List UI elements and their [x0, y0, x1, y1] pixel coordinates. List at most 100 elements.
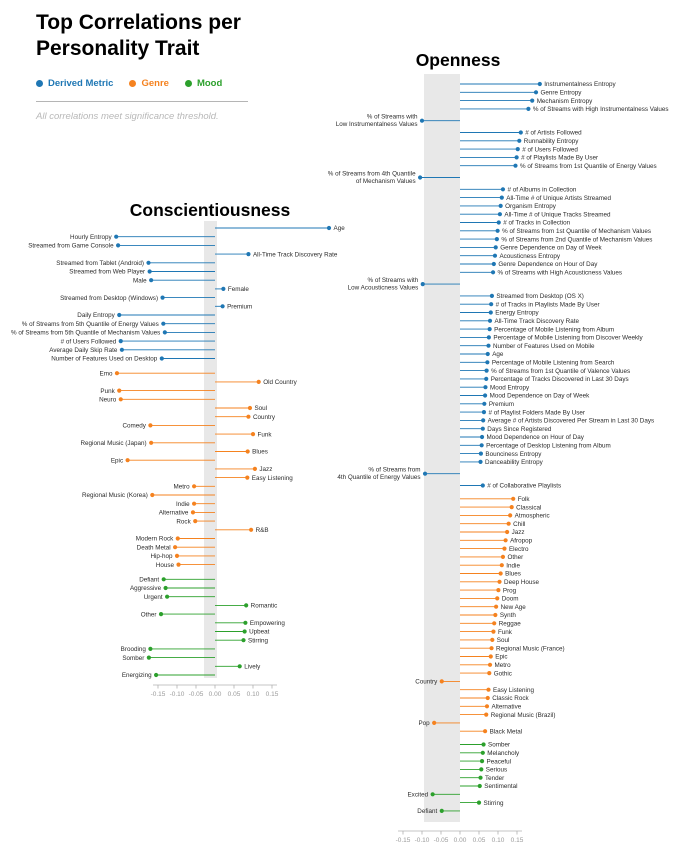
x-axis-tick-label: -0.05	[189, 691, 204, 698]
item-label: # of Playlists Made By User	[521, 155, 598, 162]
item-label: Funk	[258, 431, 273, 438]
item-label: Number of Features Used on Desktop	[51, 356, 158, 363]
data-point	[252, 466, 257, 471]
data-point	[161, 577, 166, 582]
data-point	[149, 440, 154, 445]
item-label: Electro	[509, 546, 529, 553]
data-point	[154, 672, 159, 678]
data-point	[497, 579, 502, 584]
x-axis-tick-label: -0.10	[170, 691, 185, 698]
item-label: Male	[133, 277, 147, 284]
item-label: Metro	[495, 662, 512, 669]
data-point	[487, 662, 493, 667]
item-label: Prog	[503, 587, 517, 594]
item-label: Doom	[502, 596, 519, 603]
data-point	[482, 729, 488, 734]
data-point	[500, 554, 506, 560]
zero-band	[424, 74, 460, 822]
data-point	[517, 138, 522, 143]
item-label: R&B	[256, 527, 269, 534]
item-label: % of Streams from 4th Quantile of Energy …	[337, 467, 420, 482]
data-point	[246, 414, 251, 419]
item-label: Percentage of Mobile Listening from Albu…	[494, 326, 614, 333]
item-label: % of Streams with Low Acousticness Values	[348, 277, 419, 292]
data-point	[513, 163, 518, 168]
item-label: Synth	[500, 612, 517, 619]
item-label: Age	[492, 351, 504, 358]
data-point	[502, 546, 507, 551]
data-point	[146, 655, 151, 660]
significance-note: All correlations meet significance thres…	[36, 110, 219, 122]
item-label: # of Tracks in Playlists Made By User	[496, 301, 600, 308]
data-point	[485, 360, 490, 365]
legend: Derived Metric Genre Mood	[36, 78, 306, 89]
data-point	[158, 612, 164, 617]
data-point	[148, 646, 153, 652]
item-label: House	[156, 562, 175, 569]
item-label: % of Streams with Low Instrumentalness Va…	[336, 114, 418, 129]
item-label: Aggressive	[130, 585, 162, 592]
item-label: Country	[415, 679, 438, 686]
item-label: Average # of Artists Discovered Per Stre…	[488, 418, 654, 425]
data-point	[480, 426, 485, 431]
data-point	[481, 410, 487, 415]
data-point	[494, 604, 499, 609]
data-point	[486, 687, 491, 692]
data-point	[486, 335, 491, 340]
data-point	[439, 808, 444, 814]
item-label: Neuro	[99, 397, 117, 404]
legend-label: Derived Metric	[48, 77, 114, 89]
data-point	[176, 562, 181, 567]
data-point	[161, 321, 166, 326]
data-point	[190, 510, 196, 515]
data-point	[173, 545, 178, 550]
data-point	[480, 483, 485, 488]
data-point	[497, 212, 502, 217]
item-label: Mood Entropy	[490, 384, 530, 391]
data-point	[221, 286, 226, 291]
item-label: Classical	[516, 504, 541, 511]
item-label: Percentage of Desktop Listening from Alb…	[486, 443, 611, 450]
item-label: Serious	[486, 767, 507, 774]
figure-header: Top Correlations per Personality Trait D…	[36, 10, 306, 122]
item-label: % of Streams from 1st Quantile of Energy…	[520, 163, 657, 170]
x-axis-tick-label: 0.15	[266, 691, 279, 698]
data-point	[117, 388, 122, 393]
data-point	[150, 492, 155, 498]
data-point	[479, 767, 484, 772]
item-label: Folk	[518, 496, 531, 503]
item-label: Instrumentalness Entropy	[544, 81, 616, 88]
item-label: Upbeat	[249, 629, 270, 636]
item-label: Regional Music (Korea)	[82, 492, 148, 499]
item-label: Jazz	[512, 529, 525, 536]
data-point	[508, 513, 513, 518]
item-label: % of Streams from 1st Quantile of Mechan…	[502, 228, 651, 235]
data-point	[526, 106, 531, 111]
data-point	[537, 81, 542, 87]
data-point	[193, 519, 198, 524]
x-axis-tick-label: 0.15	[511, 837, 524, 844]
data-point	[518, 130, 523, 135]
data-point	[159, 356, 164, 361]
item-label: Atmospheric	[515, 513, 550, 520]
item-label: Blues	[252, 449, 268, 456]
data-point	[490, 270, 496, 275]
item-label: Emo	[100, 370, 113, 377]
item-label: # of Collaborative Playlists	[487, 483, 561, 490]
data-point	[499, 195, 504, 200]
data-point	[493, 245, 498, 250]
item-label: Sentimental	[484, 783, 517, 790]
item-label: Punk	[100, 388, 115, 395]
data-point	[489, 293, 495, 298]
legend-item-mood: Mood	[184, 78, 222, 89]
panel-title: Openness	[416, 50, 501, 70]
item-label: Soul	[254, 405, 267, 412]
item-label: Alternative	[491, 704, 521, 711]
data-point	[479, 443, 484, 448]
x-axis-tick-label: 0.00	[209, 691, 222, 698]
data-point	[478, 459, 483, 464]
item-label: Indie	[176, 501, 190, 508]
item-label: Easy Listening	[493, 687, 534, 694]
item-label: Average Daily Skip Rate	[49, 347, 118, 354]
item-label: Premium	[227, 304, 252, 311]
